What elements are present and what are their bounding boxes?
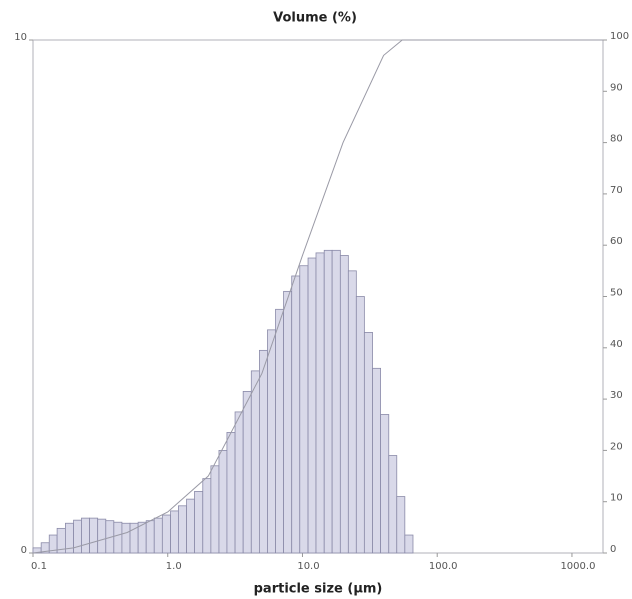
bar	[113, 521, 123, 554]
bar	[202, 478, 212, 554]
bar	[89, 517, 99, 554]
bar	[372, 367, 381, 554]
y2-tick-label: 20	[610, 441, 623, 452]
bar	[234, 411, 244, 554]
bar	[210, 465, 220, 554]
x-tick-label: 1.0	[166, 561, 182, 572]
y2-tick-label: 100	[610, 31, 629, 42]
bar	[363, 332, 373, 554]
bar	[267, 329, 276, 554]
chart-title: Volume (%)	[273, 11, 357, 26]
y2-tick-label: 90	[610, 82, 623, 93]
bar	[331, 249, 341, 554]
y2-tick-label: 80	[610, 134, 623, 145]
bar	[291, 275, 301, 554]
bar	[73, 519, 82, 554]
bar	[347, 270, 357, 554]
y2-tick-label: 60	[610, 236, 623, 247]
bar	[186, 498, 195, 554]
bar	[250, 370, 260, 554]
bar	[218, 449, 228, 554]
bar	[323, 249, 333, 554]
x-tick-label: 0.1	[31, 561, 47, 572]
bar	[307, 257, 317, 554]
bar	[97, 518, 107, 554]
x-axis-label: particle size (µm)	[254, 582, 383, 597]
y2-tick-label: 30	[610, 390, 623, 401]
bar	[161, 514, 171, 554]
bar	[153, 517, 163, 554]
bar	[194, 491, 204, 554]
bar	[81, 517, 90, 554]
cumulative-line	[32, 39, 603, 554]
bar	[178, 505, 187, 554]
x-tick-label: 1000.0	[560, 561, 595, 572]
y-tick-label: 10	[14, 32, 27, 43]
y-tick-label: 0	[21, 545, 27, 556]
bar	[299, 265, 309, 554]
bar	[275, 308, 284, 554]
y2-tick-label: 50	[610, 288, 623, 299]
bar	[380, 414, 390, 554]
bar	[404, 534, 414, 554]
bar	[121, 522, 131, 554]
y2-tick-label: 70	[610, 185, 623, 196]
bar	[388, 455, 398, 554]
x-tick-label: 100.0	[429, 561, 458, 572]
y2-tick-label: 0	[610, 544, 616, 555]
bar	[315, 252, 325, 554]
bar	[396, 496, 406, 554]
y2-tick-label: 40	[610, 339, 623, 350]
y2-tick-label: 10	[610, 493, 623, 504]
bar	[259, 349, 268, 554]
bar	[145, 520, 155, 554]
bar	[283, 290, 293, 554]
bar	[339, 255, 349, 554]
bar	[226, 432, 236, 554]
bar	[242, 391, 252, 554]
x-tick-label: 10.0	[297, 561, 319, 572]
bar	[355, 296, 365, 554]
bar	[170, 510, 179, 554]
